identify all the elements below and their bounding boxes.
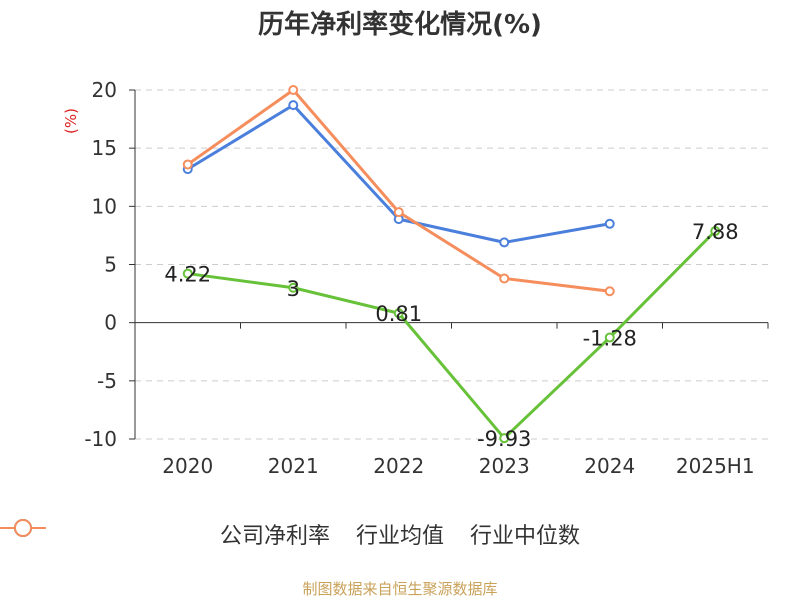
data-point	[604, 218, 615, 229]
y-tick-label: -5	[97, 369, 117, 393]
data-point	[499, 273, 510, 284]
legend-item-industry-median[interactable]: 行业中位数	[0, 518, 581, 550]
x-tick-label: 2020	[162, 454, 213, 478]
y-tick-label: 20	[92, 78, 117, 102]
data-point	[604, 286, 615, 297]
data-label: 7.88	[692, 220, 739, 244]
data-point	[710, 225, 721, 236]
data-label: -9.93	[477, 427, 531, 451]
series-line	[186, 88, 610, 293]
chart-title: 历年净利率变化情况(%)	[258, 10, 542, 40]
x-tick-label: 2022	[373, 454, 424, 478]
data-point	[288, 282, 299, 293]
y-tick-label: 15	[92, 136, 117, 160]
legend-marker-industry-median	[0, 519, 46, 537]
data-label: 4.22	[164, 263, 211, 287]
y-tick-label: -10	[84, 427, 117, 451]
legend-item-net-margin[interactable]: 公司净利率	[0, 518, 330, 550]
x-tick-label: 2021	[268, 454, 319, 478]
x-tick-label: 2025H1	[676, 454, 755, 478]
data-label: -1.28	[583, 327, 637, 351]
data-label: 3	[287, 277, 300, 301]
data-point	[393, 207, 404, 218]
y-tick-label: 10	[92, 194, 117, 218]
x-tick-label: 2024	[584, 454, 635, 478]
data-point	[499, 433, 510, 444]
legend-label-industry-median: 行业中位数	[470, 524, 581, 549]
data-point	[182, 159, 193, 170]
data-point	[288, 100, 299, 111]
legend-item-industry-mean[interactable]: 行业均值	[0, 518, 444, 550]
x-tick-label: 2023	[479, 454, 530, 478]
data-label: 0.81	[375, 302, 422, 326]
data-point	[604, 332, 615, 343]
data-point	[499, 237, 510, 248]
y-tick-label: 0	[104, 311, 117, 335]
series-line	[187, 229, 717, 440]
legend-label-industry-mean: 行业均值	[355, 524, 444, 549]
data-point	[288, 85, 299, 95]
data-point	[182, 268, 193, 279]
legend: 公司净利率 行业均值 行业中位数	[0, 518, 800, 550]
y-tick-label: 5	[104, 253, 117, 277]
legend-label-net-margin: 公司净利率	[219, 524, 330, 549]
data-point	[393, 308, 404, 319]
source-footer: 制图数据来自恒生聚源数据库	[302, 580, 498, 598]
